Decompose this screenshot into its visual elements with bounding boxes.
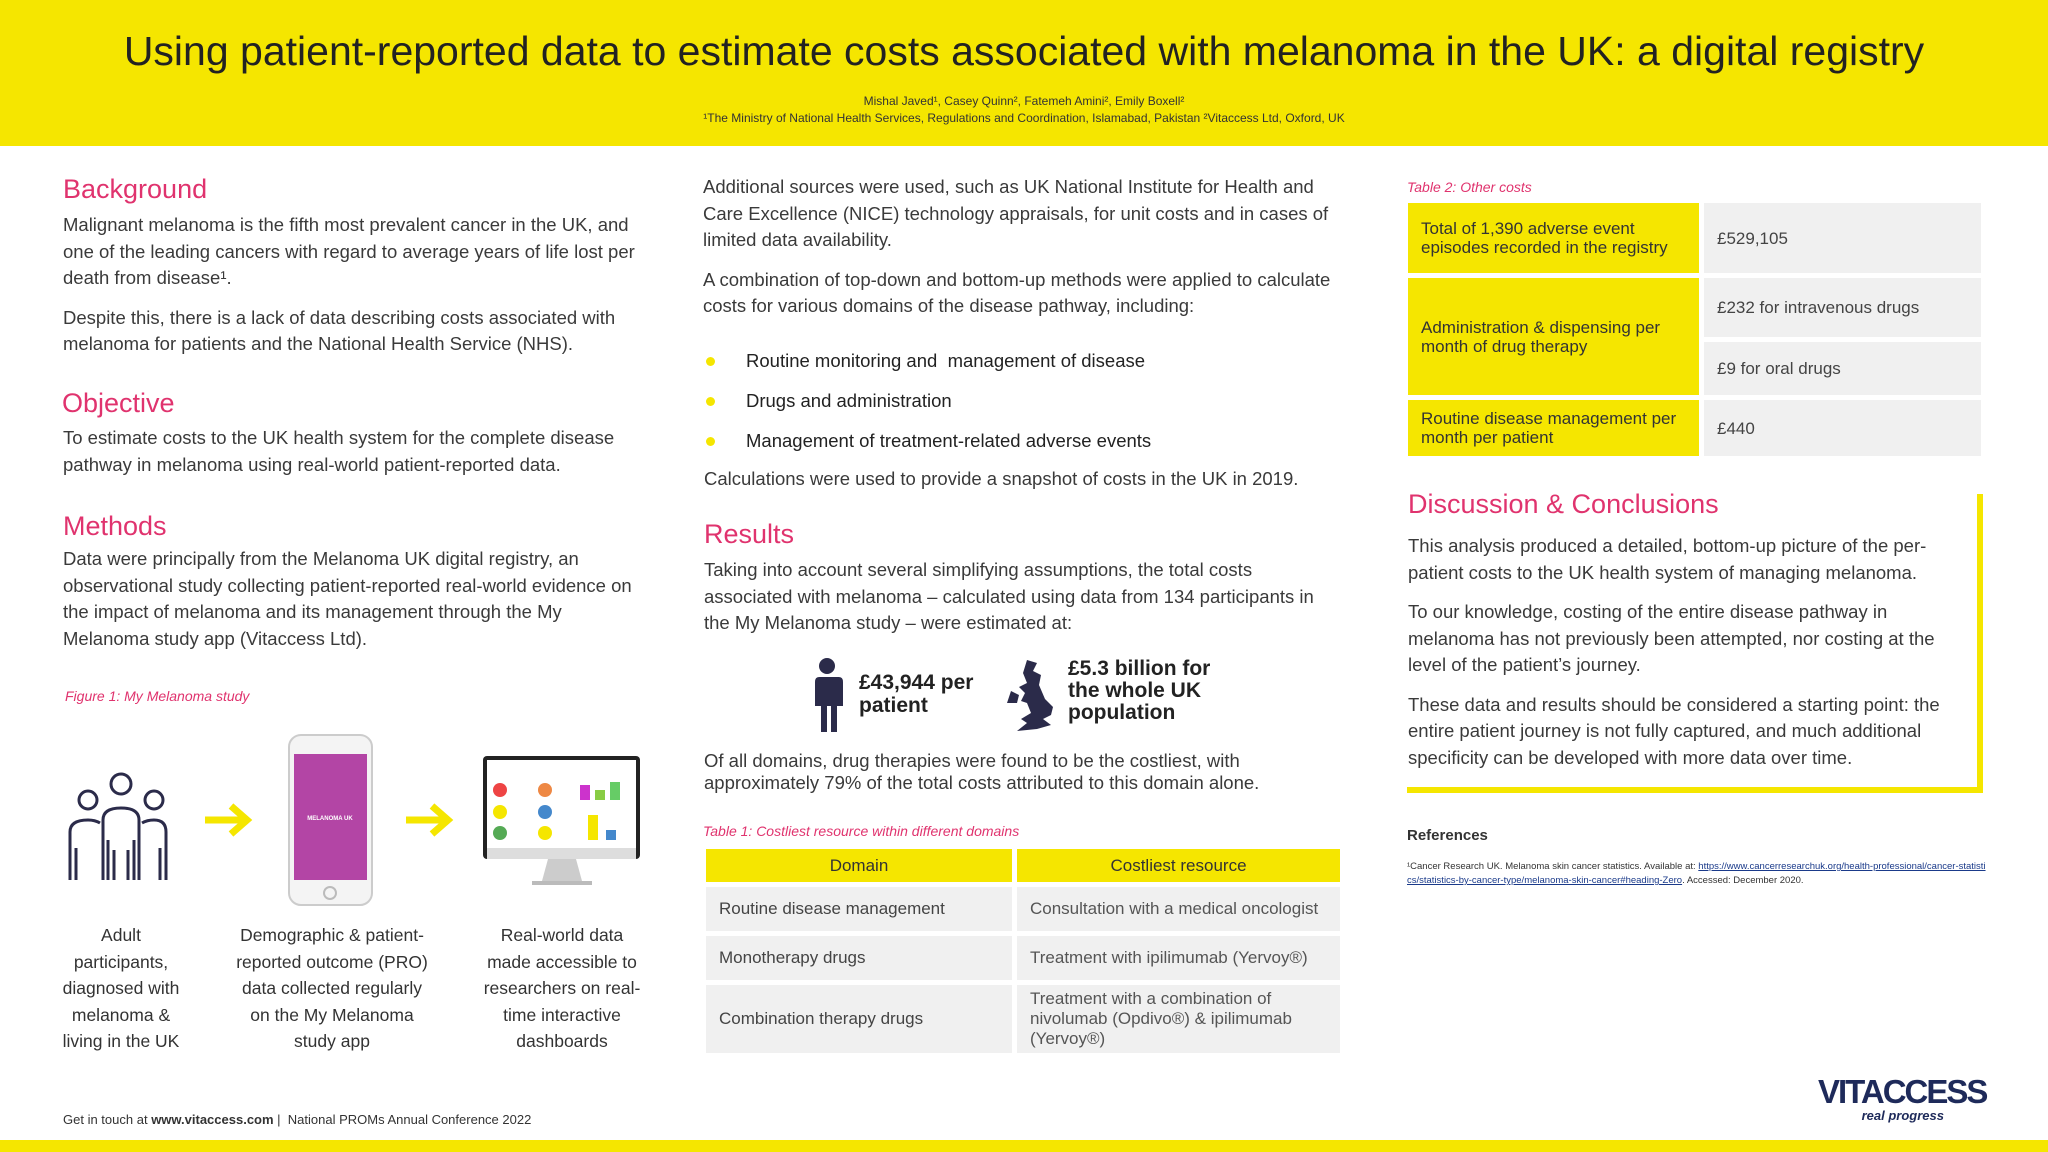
authors: Mishal Javed¹, Casey Quinn², Fatemeh Ami… xyxy=(863,94,1185,108)
bullet-list: Routine monitoring and management of dis… xyxy=(703,341,1343,461)
arrow xyxy=(406,803,454,837)
footer-prefix: Get in touch at xyxy=(63,1112,148,1127)
heading: Background xyxy=(63,174,208,204)
reference-accessed: . Accessed: December 2020. xyxy=(1682,875,1804,886)
heading: Methods xyxy=(63,511,167,541)
reference: ¹Cancer Research UK. Melanoma skin cance… xyxy=(1407,860,1987,888)
stat-icons xyxy=(815,658,1053,732)
paragraph: Malignant melanoma is the fifth most pre… xyxy=(63,214,635,288)
header-band xyxy=(0,0,2048,146)
bullet: Management of treatment-related adverse … xyxy=(703,421,1343,461)
paragraph: Additional sources were used, such as UK… xyxy=(703,176,1329,250)
footer: Get in touch at www.vitaccess.com | Nati… xyxy=(63,1112,531,1127)
footer-website: www.vitaccess.com xyxy=(151,1112,274,1127)
figure-icons: MELANOMA UK xyxy=(68,734,640,906)
table-cell: £9 for oral drugs xyxy=(1704,342,1981,395)
table-cell: Treatment with ipilimumab (Yervoy®) xyxy=(1017,936,1340,980)
table-cell: Consultation with a medical oncologist xyxy=(1017,887,1340,931)
reference-text: ¹Cancer Research UK. Melanoma skin cance… xyxy=(1407,861,1696,872)
table: Domain Costliest resource Routine disease… xyxy=(701,844,1345,1058)
table-header: Domain xyxy=(706,849,1012,882)
table-cell: £529,105 xyxy=(1704,203,1981,273)
caption: Table 1: Costliest resource within diffe… xyxy=(703,823,1020,839)
arrow xyxy=(205,803,253,837)
caption: Table 2: Other costs xyxy=(1407,179,1532,195)
step-label: Demographic & patient-reported outcome (… xyxy=(236,925,428,1051)
step-label: Real-world data made accessible to resea… xyxy=(483,925,641,1051)
paragraph: Taking into account several simplifying … xyxy=(704,559,1314,633)
footer-conference: | National PROMs Annual Conference 2022 xyxy=(277,1112,532,1127)
paragraph: This analysis produced a detailed, botto… xyxy=(1408,535,1927,583)
paragraph: Data were principally from the Melanoma … xyxy=(63,548,632,649)
box-border xyxy=(1407,787,1983,793)
phone-icon: MELANOMA UK xyxy=(288,734,373,906)
footer-band xyxy=(0,1140,2048,1152)
table-cell: Combination therapy drugs xyxy=(706,985,1012,1053)
paragraph: These data and results should be conside… xyxy=(1408,693,1940,768)
table-cell: Treatment with a combination of nivoluma… xyxy=(1017,985,1340,1053)
heading: Discussion & Conclusions xyxy=(1408,489,1719,519)
paragraph: Of all domains, drug therapies were foun… xyxy=(704,750,1260,793)
reference-link[interactable]: https://www.cancerresearchuk.org/health-… xyxy=(1407,861,1986,886)
stat: £5.3 billion for the whole UK population xyxy=(1068,657,1211,724)
heading: Objective xyxy=(62,388,175,418)
table-cell: Total of 1,390 adverse event episodes re… xyxy=(1408,203,1699,273)
section: Data were principally from the Melanoma … xyxy=(63,546,653,665)
paragraph: To our knowledge, costing of the entire … xyxy=(1408,601,1935,675)
logo: VITACCESS xyxy=(1818,1073,1988,1110)
caption: Figure 1: My Melanoma study xyxy=(65,688,250,704)
bullet-text: Management of treatment-related adverse … xyxy=(746,430,1152,451)
paragraph: Calculations were used to provide a snap… xyxy=(704,468,1299,489)
section: To estimate costs to the UK health syste… xyxy=(63,425,653,491)
bullet: Routine monitoring and management of dis… xyxy=(703,341,1343,381)
people-icon xyxy=(68,772,168,880)
table-cell: £440 xyxy=(1704,400,1981,456)
heading: Results xyxy=(704,519,795,549)
section: This analysis produced a detailed, botto… xyxy=(1408,533,1968,784)
table-cell: Administration & dispensing per month of… xyxy=(1408,278,1699,395)
bullet-dot xyxy=(706,396,715,406)
bullet-text: Drugs and administration xyxy=(746,390,952,411)
section: Malignant melanoma is the fifth most pre… xyxy=(63,212,653,371)
paragraph: Despite this, there is a lack of data de… xyxy=(63,306,616,355)
bullet-dot xyxy=(706,356,715,366)
uk-map-icon xyxy=(1007,660,1053,731)
heading: References xyxy=(1407,827,1488,844)
monitor-icon xyxy=(483,756,640,885)
bullet-text: Routine monitoring and management of dis… xyxy=(746,350,1146,371)
bullet: Drugs and administration xyxy=(703,381,1343,421)
table-cell: £232 for intravenous drugs xyxy=(1704,278,1981,337)
section: Additional sources were used, such as UK… xyxy=(703,174,1343,333)
logo-tagline: real progress xyxy=(1861,1108,1944,1123)
box-border xyxy=(1977,494,1983,793)
table-cell: Routine disease management xyxy=(706,887,1012,931)
step-label: Adult participants, diagnosed with melan… xyxy=(62,925,180,1051)
table-cell: Routine disease management per month per… xyxy=(1408,400,1699,456)
bullet-dot xyxy=(706,436,715,446)
table-header: Costliest resource xyxy=(1017,849,1340,882)
app-label: MELANOMA UK xyxy=(307,816,353,822)
paragraph: To estimate costs to the UK health syste… xyxy=(63,427,615,475)
paragraph: A combination of top-down and bottom-up … xyxy=(703,268,1331,317)
table-cell: Monotherapy drugs xyxy=(706,936,1012,980)
stat: £43,944 per patient xyxy=(859,671,974,717)
table: Total of 1,390 adverse event episodes re… xyxy=(1403,198,1986,461)
person-icon xyxy=(815,658,843,732)
affiliations: ¹The Ministry of National Health Service… xyxy=(703,111,1345,125)
title: Using patient-reported data to estimate … xyxy=(123,28,1925,74)
